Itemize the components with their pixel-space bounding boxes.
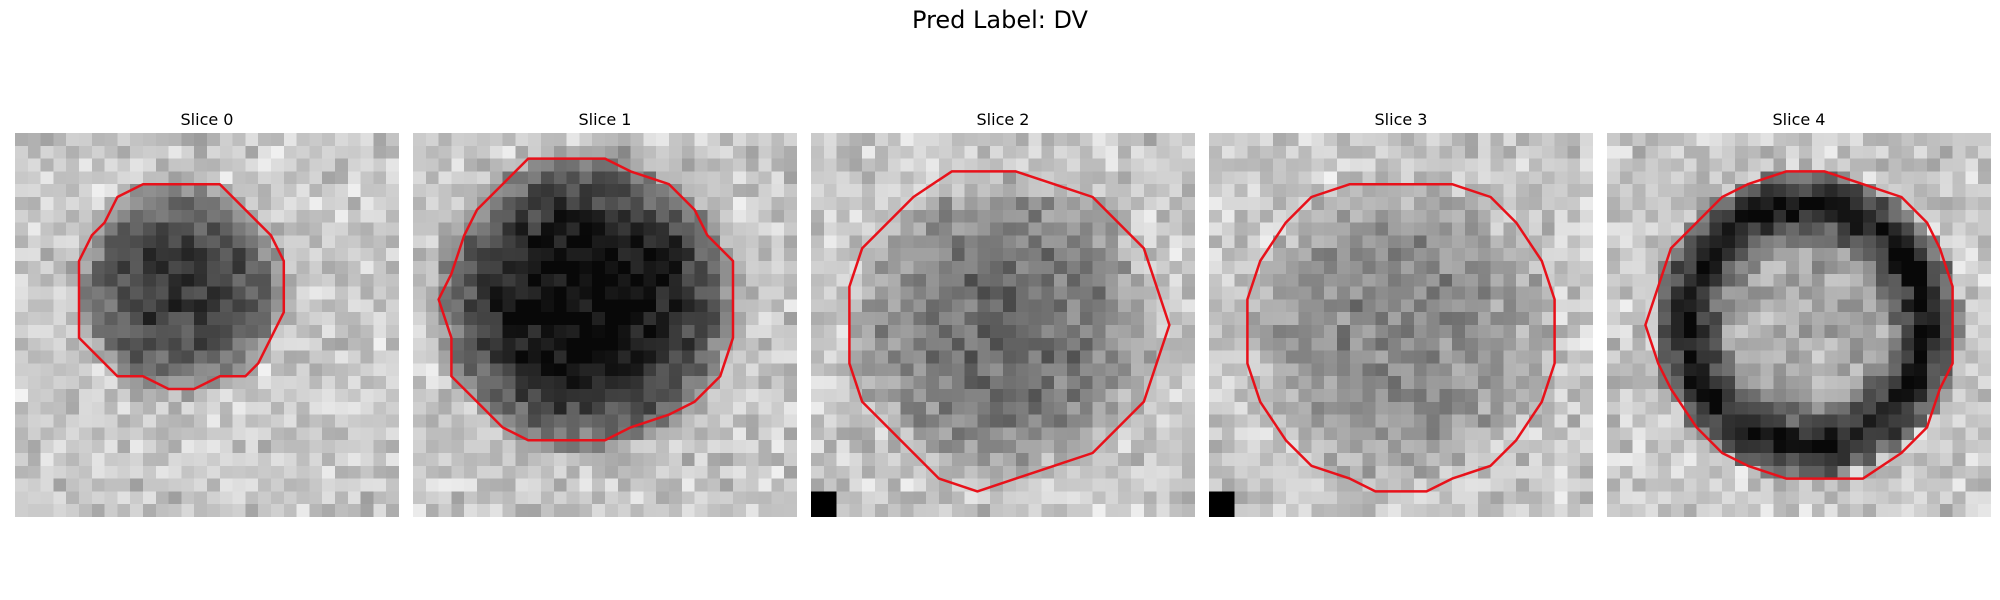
contour-slice-1 — [439, 159, 733, 441]
contour-overlay-slice-3 — [1209, 133, 1593, 517]
contour-slice-4 — [1645, 171, 1952, 478]
panel-title-slice-4: Slice 4 — [1607, 110, 1991, 129]
contour-slice-2 — [849, 171, 1169, 491]
contour-overlay-slice-1 — [413, 133, 797, 517]
figure-title: Pred Label: DV — [0, 6, 2000, 34]
contour-slice-3 — [1247, 184, 1554, 491]
contour-overlay-slice-0 — [15, 133, 399, 517]
panel-title-slice-2: Slice 2 — [811, 110, 1195, 129]
panel-title-slice-3: Slice 3 — [1209, 110, 1593, 129]
contour-slice-0 — [79, 184, 284, 389]
contour-overlay-slice-2 — [811, 133, 1195, 517]
contour-overlay-slice-4 — [1607, 133, 1991, 517]
panel-title-slice-0: Slice 0 — [15, 110, 399, 129]
panel-title-slice-1: Slice 1 — [413, 110, 797, 129]
